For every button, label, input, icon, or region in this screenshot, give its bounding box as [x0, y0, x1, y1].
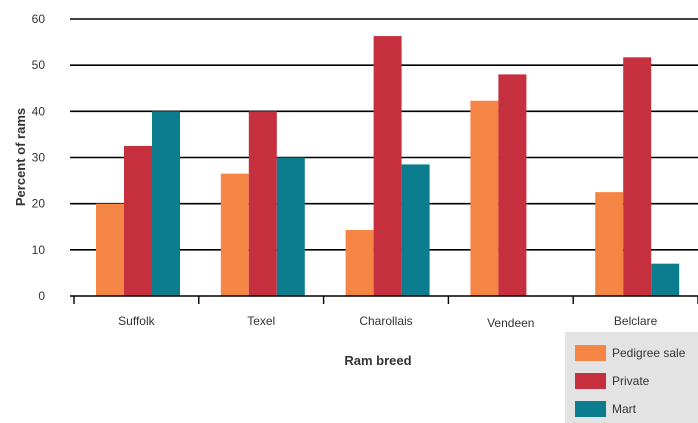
- x-tick-label: Vendeen: [487, 316, 534, 330]
- y-tick-label: 30: [32, 151, 46, 165]
- bar: [470, 100, 499, 296]
- y-axis-title: Percent of rams: [13, 108, 28, 206]
- y-tick-label: 60: [32, 12, 46, 26]
- axes: [70, 295, 698, 304]
- x-tick-label: Suffolk: [118, 314, 155, 328]
- y-tick-label: 20: [32, 197, 46, 211]
- bar: [96, 203, 124, 296]
- bars: [96, 36, 680, 297]
- y-tick-label: 40: [32, 104, 46, 118]
- bar: [401, 164, 430, 296]
- y-tick-label: 50: [32, 58, 46, 72]
- x-axis-title: Ram breed: [344, 353, 411, 368]
- legend-swatch: [575, 373, 606, 389]
- legend-label: Pedigree sale: [612, 346, 686, 360]
- legend: Pedigree sale Private Mart: [565, 332, 698, 423]
- bar: [623, 57, 652, 297]
- bar: [651, 263, 680, 296]
- bar: [276, 157, 305, 296]
- bar: [124, 145, 152, 296]
- bar: [345, 229, 374, 296]
- y-tick-labels: 0 10 20 30 40 50 60: [32, 12, 46, 303]
- bar: [152, 111, 180, 296]
- legend-swatch: [575, 345, 606, 361]
- x-tick-label: Belclare: [614, 314, 658, 328]
- y-tick-label: 0: [38, 289, 45, 303]
- y-tick-label: 10: [32, 243, 46, 257]
- bar: [220, 173, 249, 296]
- legend-item-private: Private: [575, 371, 649, 391]
- bar: [373, 36, 402, 296]
- bar: [248, 111, 277, 296]
- legend-label: Mart: [612, 402, 636, 416]
- x-tick-label: Charollais: [359, 314, 412, 328]
- x-tick-label: Texel: [247, 314, 275, 328]
- bar: [595, 192, 624, 296]
- legend-label: Private: [612, 374, 650, 388]
- x-tick-labels: Suffolk Texel Charollais Vendeen Belclare: [118, 314, 657, 330]
- bar: [498, 74, 527, 297]
- legend-swatch: [575, 401, 606, 417]
- legend-item-mart: Mart: [575, 399, 636, 419]
- legend-item-pedigree-sale: Pedigree sale: [575, 343, 685, 363]
